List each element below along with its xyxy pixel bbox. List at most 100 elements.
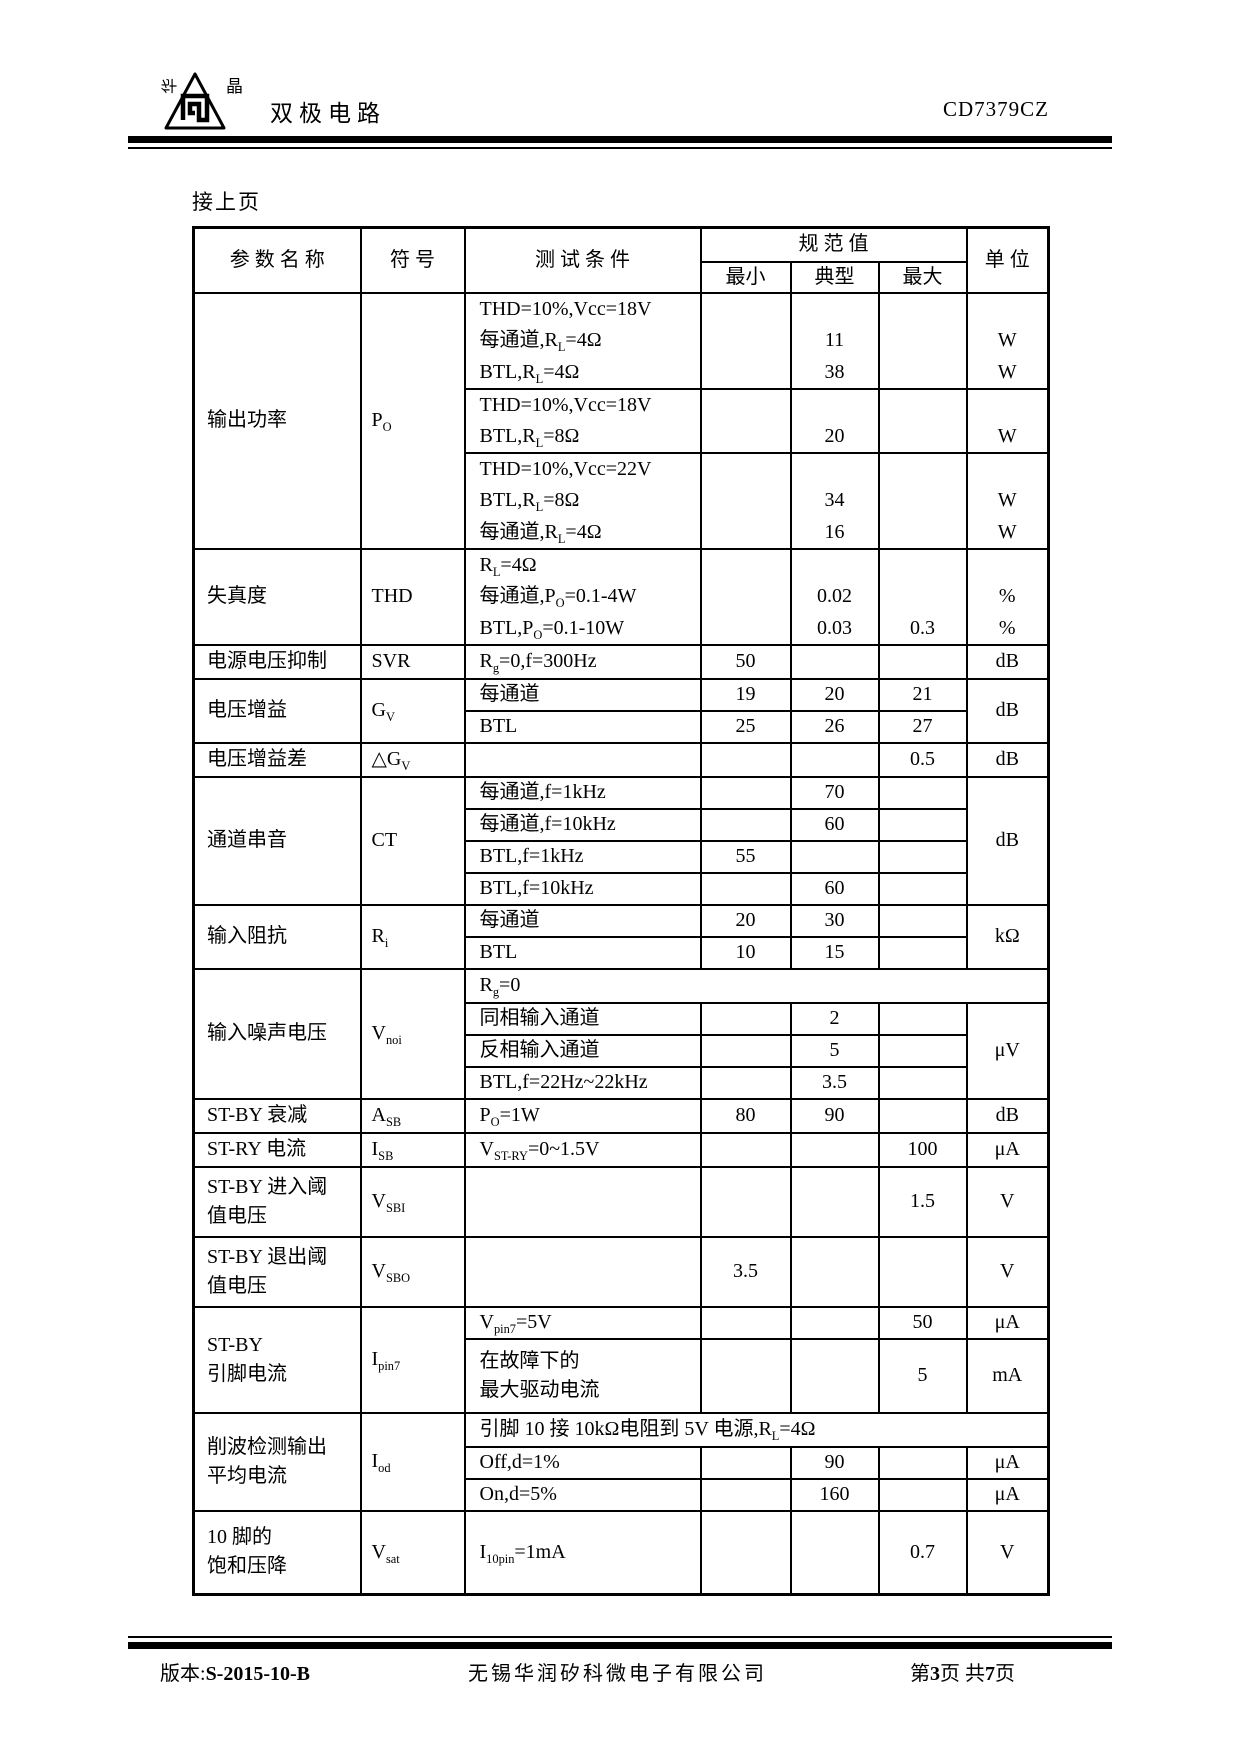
value-cell: 80	[699, 1097, 791, 1133]
value-cell	[877, 420, 967, 453]
unit-cell: V	[965, 1165, 1049, 1237]
unit-cell: μA	[965, 1305, 1049, 1339]
unit-cell: W	[965, 516, 1049, 549]
col-header-typ: 典型	[789, 260, 879, 293]
value-cell: 5	[877, 1337, 967, 1413]
value-cell	[699, 871, 791, 905]
value-cell: 20	[789, 420, 879, 453]
param-cell: 输入噪声电压	[192, 967, 361, 1099]
value-cell	[877, 1033, 967, 1067]
unit-cell	[965, 387, 1049, 421]
value-cell: 0.03	[789, 612, 879, 645]
value-cell	[877, 324, 967, 357]
value-cell: 55	[699, 839, 791, 873]
value-cell: 50	[877, 1305, 967, 1339]
unit-cell: W	[965, 356, 1049, 389]
unit-cell: W	[965, 324, 1049, 357]
param-cell: 通道串音	[192, 775, 361, 905]
value-cell	[699, 291, 791, 325]
condition-cell: I10pin=1mA	[463, 1509, 701, 1595]
unit-cell: dB	[965, 1097, 1049, 1133]
param-cell: ST-BY 引脚电流	[192, 1305, 361, 1413]
unit-cell	[965, 547, 1049, 581]
table-row: 每通道,PO=0.1-4W 0.02%	[194, 580, 1049, 613]
unit-cell: dB	[965, 643, 1049, 679]
value-cell	[789, 1235, 879, 1307]
unit-cell: %	[965, 580, 1049, 613]
footer-rule-thick	[128, 1642, 1112, 1649]
value-cell	[699, 580, 791, 613]
condition-cell: 同相输入通道	[463, 1001, 701, 1035]
symbol-cell: △GV	[359, 741, 465, 777]
table-row: 在故障下的 最大驱动电流 5 mA	[194, 1337, 1049, 1413]
value-cell	[789, 1165, 879, 1237]
table-row: ST-BY 进入阈 值电压 VSBI 1.5 V	[192, 1165, 1049, 1237]
param-cell: 电压增益	[192, 677, 361, 743]
value-cell: 0.3	[877, 612, 967, 645]
value-cell: 21	[877, 677, 967, 711]
value-cell: 5	[789, 1033, 879, 1067]
condition-cell: Vpin7=5V	[463, 1305, 701, 1339]
value-cell: 20	[699, 903, 791, 937]
condition-cell: BTL,RL=4Ω	[463, 356, 701, 389]
table-row: 输入阻抗 Ri 每通道 20 30 kΩ	[192, 903, 1049, 969]
category-title: 双极电路	[270, 101, 386, 126]
condition-cell: BTL,f=22Hz~22kHz	[463, 1065, 701, 1099]
unit-cell: V	[965, 1235, 1049, 1307]
table-row: 输出功率 PO THD=10%,Vcc=18V	[192, 291, 1049, 549]
table-row: ST-BY 退出阈 值电压 VSBO 3.5 V	[192, 1235, 1049, 1307]
page-prefix: 第	[910, 1663, 930, 1685]
value-cell	[699, 516, 791, 549]
param-cell: 失真度	[192, 547, 361, 645]
unit-cell: dB	[965, 677, 1049, 743]
condition-cell: 每通道,f=10kHz	[463, 807, 701, 841]
value-cell: 38	[789, 356, 879, 389]
value-cell	[877, 1477, 967, 1511]
table-row: BTL 25 26 27	[194, 709, 1049, 743]
col-header-unit: 单 位	[965, 226, 1049, 293]
value-cell	[877, 643, 967, 679]
value-cell	[699, 484, 791, 517]
value-cell	[789, 387, 879, 421]
table-row: 输入噪声电压 Vnoi Rg=0	[192, 967, 1049, 1099]
condition-cell: 每通道	[463, 903, 701, 937]
value-cell	[877, 484, 967, 517]
table-row: 电源电压抑制 SVR Rg=0,f=300Hz 50 dB	[192, 643, 1049, 679]
condition-cell: PO=1W	[463, 1097, 701, 1133]
value-cell	[699, 324, 791, 357]
col-header-min: 最小	[699, 260, 791, 293]
value-cell	[699, 1337, 791, 1413]
value-cell	[699, 807, 791, 841]
param-cell: ST-BY 进入阈 值电压	[192, 1165, 361, 1237]
symbol-cell: Vnoi	[359, 967, 465, 1099]
value-cell	[699, 1033, 791, 1067]
symbol-cell: VSBI	[359, 1165, 465, 1237]
value-cell: 90	[789, 1445, 879, 1479]
param-cell: ST-BY 衰减	[192, 1097, 361, 1133]
param-cell: 输出功率	[192, 291, 361, 549]
col-header-max: 最大	[877, 260, 967, 293]
table-row: Off,d=1% 90 μA	[194, 1445, 1049, 1479]
version-value: S-2015-10-B	[205, 1663, 311, 1685]
condition-cell: BTL,RL=8Ω	[463, 484, 701, 517]
table-row: 10 脚的 饱和压降 Vsat I10pin=1mA 0.7 V	[192, 1509, 1049, 1595]
unit-cell: dB	[965, 775, 1049, 905]
table-row: 每通道,f=10kHz 60	[194, 807, 1049, 841]
condition-cell: BTL,f=10kHz	[463, 871, 701, 905]
part-number: CD7379CZ	[943, 97, 1050, 121]
value-cell	[699, 612, 791, 645]
table-row: BTL,f=22Hz~22kHz 3.5	[194, 1065, 1049, 1099]
condition-cell: BTL,RL=8Ω	[463, 420, 701, 453]
condition-cell: 反相输入通道	[463, 1033, 701, 1067]
value-cell	[699, 1305, 791, 1339]
param-cell: 电压增益差	[192, 741, 361, 777]
value-cell: 10	[699, 935, 791, 969]
huajing-logo: 华 晶	[161, 72, 243, 130]
value-cell	[699, 451, 791, 485]
condition-cell: THD=10%,Vcc=18V	[463, 387, 701, 421]
table-row: ST-BY 衰减 ASB PO=1W 80 90 dB	[192, 1097, 1049, 1133]
table-row: THD=10%,Vcc=18V	[194, 387, 1049, 421]
value-cell: 0.5	[877, 741, 967, 777]
value-cell: 0.7	[877, 1509, 967, 1595]
